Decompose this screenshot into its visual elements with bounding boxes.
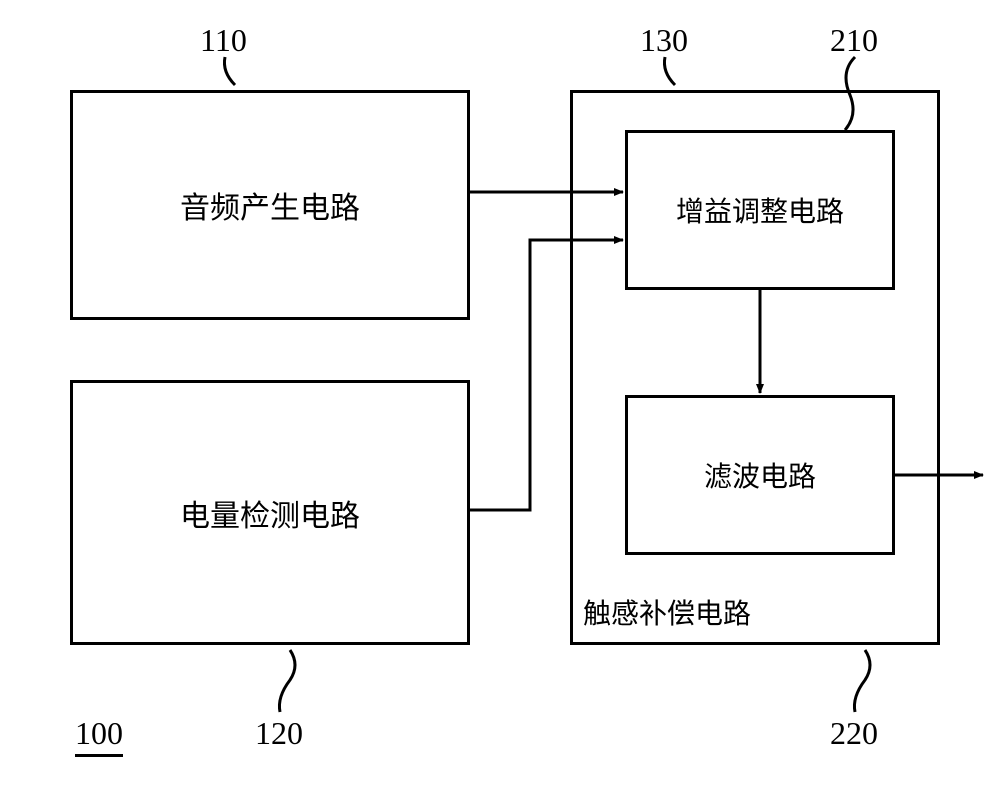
leadline-220 (854, 650, 870, 712)
leadline-210 (845, 57, 855, 130)
leadline-130 (664, 57, 675, 85)
leadline-110 (224, 57, 235, 85)
svg-layer (0, 0, 1000, 798)
edge-power-to-gain (470, 240, 623, 510)
diagram-canvas: 触感补偿电路 音频产生电路 电量检测电路 增益调整电路 滤波电路 100 110… (0, 0, 1000, 798)
leadline-120 (279, 650, 295, 712)
